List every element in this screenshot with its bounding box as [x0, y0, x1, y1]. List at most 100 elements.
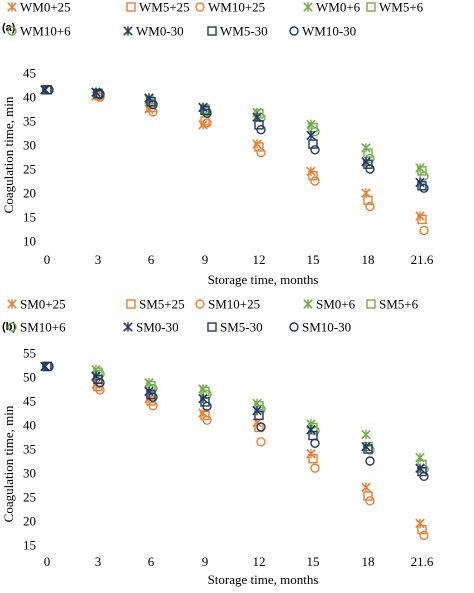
series-wm0plus25	[40, 85, 425, 221]
data-point	[146, 390, 156, 400]
y-axis-ticks: 10 15 20 25 30 35 40 45	[23, 66, 36, 249]
y-tick-label: 40	[23, 418, 36, 433]
legend-item-sm5-30: SM5-30	[207, 320, 263, 335]
x-tick-label: 12	[253, 252, 266, 267]
data-point	[417, 459, 427, 470]
data-point	[363, 491, 373, 501]
legend-label: WM0+25	[20, 0, 71, 15]
x-tick-label: 15	[307, 554, 320, 569]
data-marks	[40, 361, 429, 541]
legend-label: SM5+25	[139, 297, 185, 312]
y-axis-title: Coagulation time, min	[1, 405, 16, 522]
data-point	[365, 456, 375, 466]
data-point	[256, 422, 266, 432]
x-tick-label: 9	[202, 252, 209, 267]
legend-item-wm0-30: WM0-30	[123, 24, 184, 39]
x-axis-title: Storage time, months	[208, 272, 319, 287]
x-tick-label: 0	[44, 252, 51, 267]
legend-marker	[126, 2, 136, 12]
data-point	[365, 496, 375, 506]
data-point	[363, 159, 373, 169]
y-tick-label: 40	[23, 90, 36, 105]
legend-marker	[7, 26, 17, 36]
data-point	[148, 99, 158, 110]
data-point	[95, 378, 105, 388]
data-marks	[40, 85, 429, 236]
legend-marker	[7, 322, 17, 332]
data-point	[44, 85, 54, 95]
legend-item-sm10plus6: SM10+6	[7, 320, 66, 335]
legend-marker	[289, 26, 299, 36]
legend-marker	[126, 299, 136, 309]
x-axis-title: Storage time, months	[208, 572, 319, 587]
y-tick-label: 25	[23, 490, 36, 505]
y-tick-label: 35	[23, 114, 36, 129]
legend-label: SM5-30	[220, 320, 263, 335]
legend-marker	[303, 299, 313, 309]
data-point	[95, 385, 105, 395]
y-tick-label: 30	[23, 138, 36, 153]
legend-item-wm10-30: WM10-30	[289, 24, 356, 39]
legend-label: SM0-30	[136, 320, 179, 335]
data-point	[365, 164, 375, 174]
y-axis-ticks: 15 20 25 30 35 40 45 50 55	[23, 346, 36, 553]
data-point	[417, 214, 427, 225]
data-point	[310, 176, 320, 186]
x-axis-ticks: 0 3 6 9 12 15 18 21.6	[44, 252, 434, 267]
legend-marker	[123, 26, 133, 36]
legend-marker	[366, 299, 376, 309]
x-tick-label: 21.6	[411, 252, 434, 267]
legend-item-wm10plus25: WM10+25	[195, 0, 265, 15]
legend-label: WM10+6	[20, 24, 71, 39]
y-tick-label: 45	[23, 66, 36, 81]
data-point	[419, 530, 429, 541]
data-point	[361, 429, 371, 440]
legend-label: WM5-30	[220, 24, 268, 39]
legend-item-sm10-30: SM10-30	[289, 320, 351, 335]
data-point	[417, 524, 427, 535]
y-tick-label: 15	[23, 210, 36, 225]
data-point	[252, 405, 262, 416]
data-point	[363, 444, 373, 454]
legend-marker	[207, 322, 217, 332]
legend-item-sm5plus6: SM5+6	[366, 297, 419, 312]
data-point	[202, 401, 212, 411]
x-tick-label: 15	[307, 252, 320, 267]
legend-item-wm5plus25: WM5+25	[126, 0, 190, 15]
data-point	[44, 361, 54, 372]
data-point	[308, 139, 318, 149]
data-point	[415, 518, 425, 529]
data-point	[363, 195, 373, 205]
y-tick-label: 30	[23, 466, 36, 481]
x-tick-label: 21.6	[411, 554, 434, 569]
legend-marker	[123, 322, 133, 332]
data-point	[310, 438, 320, 448]
panel-label: (b)	[2, 321, 16, 333]
data-point	[365, 201, 375, 212]
data-point	[310, 145, 320, 155]
legend-item-sm5plus25: SM5+25	[126, 297, 185, 312]
data-point	[306, 130, 316, 141]
legend-label: SM0+25	[20, 297, 66, 312]
data-point	[308, 171, 318, 181]
x-tick-label: 9	[202, 554, 209, 569]
y-tick-label: 10	[23, 234, 36, 249]
data-point	[363, 148, 373, 158]
data-point	[417, 466, 427, 477]
legend-item-wm0plus6: WM0+6	[303, 0, 361, 15]
y-tick-label: 35	[23, 442, 36, 457]
y-tick-label: 20	[23, 514, 36, 529]
data-point	[310, 463, 320, 473]
legend-label: SM10+6	[20, 320, 66, 335]
data-point	[415, 163, 425, 173]
x-tick-label: 18	[362, 554, 375, 569]
y-tick-label: 50	[23, 370, 36, 385]
legend-item-wm10plus6: WM10+6	[7, 24, 71, 39]
x-tick-label: 6	[148, 554, 155, 569]
data-point	[148, 392, 158, 402]
data-point	[419, 183, 429, 193]
legend-label: WM5+6	[379, 0, 424, 15]
legend-item-sm0plus6: SM0+6	[303, 297, 356, 312]
data-point	[93, 367, 103, 377]
